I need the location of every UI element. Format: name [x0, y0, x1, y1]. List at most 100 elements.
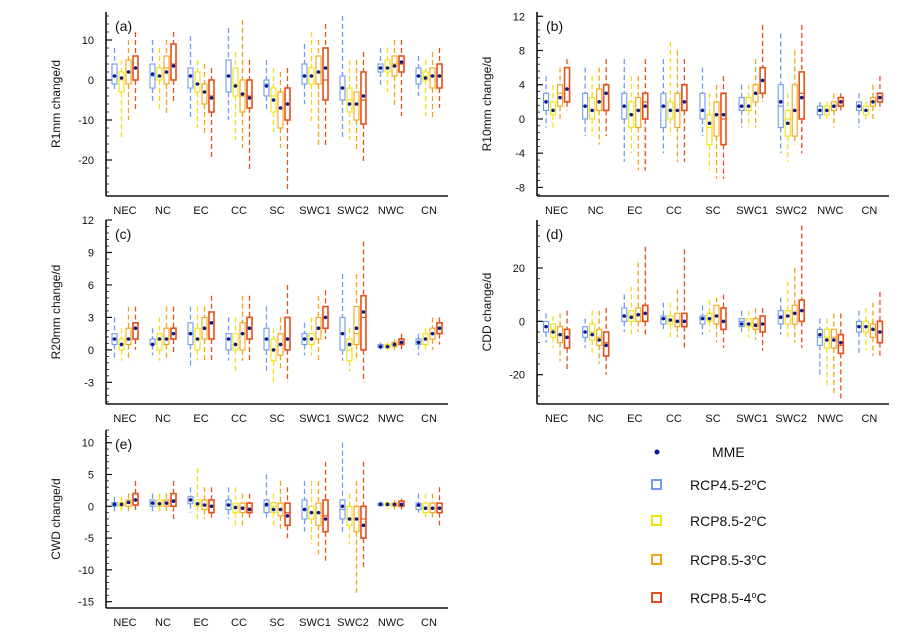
box-cwd-sc-s4 [284, 487, 291, 539]
mme-point [340, 86, 345, 90]
box-r10mm-swc2-s2 [784, 93, 791, 162]
mme-point [714, 112, 719, 117]
mme-point [864, 324, 868, 329]
mme-point [392, 342, 397, 347]
box [706, 114, 713, 146]
panel-tag: (d) [546, 226, 563, 242]
box-cdd-nc-s4 [602, 308, 610, 375]
box-r20mm-sc-s1 [263, 306, 270, 372]
box [830, 328, 837, 349]
box-r20mm-sc-s3 [277, 317, 284, 372]
box [660, 315, 667, 325]
box-cdd-sc-s3 [713, 297, 720, 343]
box [602, 331, 610, 357]
box-r10mm-nc-s3 [596, 67, 603, 145]
box-cwd-sc-s1 [263, 474, 270, 519]
box-cdd-sc-s4 [720, 294, 727, 348]
mme-point [839, 100, 843, 104]
box-r10mm-sc-s1 [699, 67, 706, 137]
box-cdd-cn-s4 [876, 292, 884, 359]
y-tick-label: 0 [519, 316, 525, 328]
box-r1mm-sc-s4 [284, 68, 291, 192]
box [194, 71, 201, 93]
x-tick-label: NC [155, 617, 171, 629]
legend-label-rcp45-2: RCP4.5-2oC [690, 477, 767, 493]
x-tick-label: NC [155, 413, 171, 425]
mme-point [278, 106, 283, 110]
mme-point [825, 338, 829, 342]
mme-point [661, 316, 666, 321]
box-r10mm-nec-s2 [550, 84, 557, 128]
box-r20mm-swc2-s3 [353, 274, 360, 361]
box-r20mm-nc-s2 [156, 317, 163, 361]
mme-point [385, 66, 390, 70]
box-r20mm-cn-s1 [415, 333, 422, 356]
box-r20mm-swc2-s1 [339, 274, 346, 361]
box-cdd-cn-s2 [862, 308, 869, 351]
box [125, 327, 132, 346]
box-r1mm-cc-s3 [239, 20, 246, 148]
box [270, 87, 277, 113]
box-r1mm-cn-s1 [415, 56, 422, 96]
box [641, 92, 649, 120]
box-r1mm-ec-s4 [208, 68, 215, 160]
x-tick-label: CC [231, 413, 247, 425]
box-cwd-nwc-s3 [391, 499, 398, 510]
box-cwd-nec-s3 [125, 493, 132, 513]
x-tick-label: NWC [378, 205, 404, 217]
mme-point [437, 74, 442, 78]
box-cwd-swc1-s3 [315, 480, 322, 558]
box [745, 318, 752, 328]
mme-point [760, 322, 765, 326]
box [360, 505, 367, 539]
box [791, 304, 798, 325]
x-tick-label: SWC1 [299, 205, 331, 217]
box [384, 59, 391, 73]
mme-point [818, 108, 822, 113]
box-r20mm-swc2-s4 [360, 241, 367, 383]
box-cdd-swc1-s3 [752, 308, 759, 340]
box-r10mm-nec-s4 [563, 59, 571, 111]
x-tick-label: CN [861, 413, 877, 425]
box-cdd-swc2-s2 [784, 281, 791, 338]
panel-tag: (a) [115, 18, 132, 34]
mme-point [871, 327, 875, 332]
mme-point [195, 82, 200, 86]
mme-point [430, 331, 435, 336]
box-r10mm-cc-s1 [660, 59, 667, 154]
x-tick-label: SC [705, 205, 720, 217]
box-cwd-swc2-s2 [346, 493, 353, 545]
panel-tag: (e) [115, 436, 132, 452]
x-tick-label: NEC [545, 413, 568, 425]
mme-point [792, 311, 797, 316]
mme-point [437, 326, 442, 331]
y-tick-label: 9 [88, 247, 94, 259]
y-tick-label: 10 [82, 35, 94, 47]
mme-point [682, 100, 687, 104]
box-r1mm-nwc-s2 [384, 48, 391, 92]
mme-point [423, 506, 428, 510]
mme-point [226, 337, 231, 341]
panel-cwd: 10 5 0 -5 -10 -15 CWD change/d (e) NEC NC EC CC SC SW… [49, 429, 448, 629]
box-cdd-nwc-s3 [830, 313, 837, 396]
box-r1mm-swc2-s2 [346, 60, 353, 140]
box [111, 63, 118, 85]
x-tick-label: NEC [545, 205, 568, 217]
box [563, 328, 571, 349]
box [132, 492, 139, 506]
box-cdd-sc-s1 [699, 305, 706, 335]
mme-point [233, 342, 238, 347]
y-axis-title: R20mm change/d [49, 265, 63, 360]
legend-mme-label: MME [712, 444, 745, 460]
mme-point [778, 315, 783, 320]
mme-point [832, 338, 836, 342]
box-r1mm-cn-s4 [436, 48, 443, 108]
box-r10mm-sc-s4 [720, 76, 727, 179]
box-cdd-nec-s4 [563, 310, 571, 370]
box-cdd-swc1-s2 [745, 310, 752, 338]
box-cwd-nc-s3 [163, 493, 170, 513]
box-r1mm-nc-s2 [156, 48, 163, 112]
box-r20mm-swc1-s1 [301, 322, 308, 356]
box [208, 311, 215, 340]
box-r20mm-nec-s2 [118, 328, 125, 361]
